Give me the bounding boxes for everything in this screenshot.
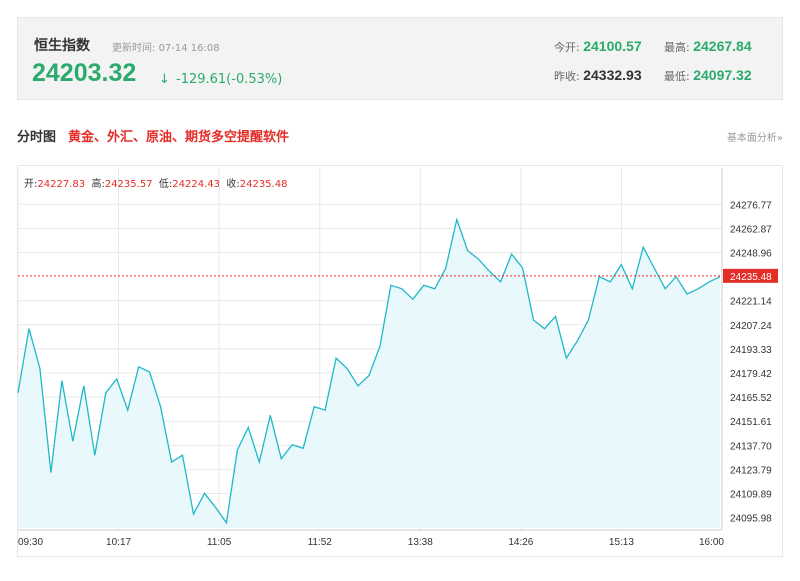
update-time-value: 07-14 16:08 (158, 43, 220, 54)
y-tick-label: 24179.42 (730, 369, 772, 380)
y-tick-label: 24109.89 (730, 490, 772, 501)
x-tick-label: 11:05 (207, 537, 232, 548)
update-time: 更新时间: 07-14 16:08 (112, 39, 220, 54)
high-label: 最高: (664, 41, 690, 54)
prev-close-value: 24332.93 (583, 67, 642, 83)
ohlc-readout: 开:24227.83 高:24235.57 低:24224.43 收:24235… (24, 175, 287, 190)
x-tick-label: 09:30 (18, 537, 43, 548)
ohlc-low-label: 低: (158, 179, 173, 190)
ohlc-high-label: 高: (91, 179, 105, 190)
ad-link[interactable]: 黄金、外汇、原油、期货多空提醒软件 (68, 130, 290, 145)
low-value: 24097.32 (693, 67, 752, 83)
ohlc-open-value: 24227.83 (37, 179, 86, 190)
x-tick-label: 14:26 (508, 537, 533, 548)
update-time-label: 更新时间: (112, 43, 156, 54)
y-tick-label: 24207.24 (730, 321, 772, 332)
x-tick-label: 13:38 (408, 537, 433, 548)
price-change: -129.61(-0.53%) (176, 72, 283, 87)
ohlc-open-label: 开: (24, 179, 38, 190)
y-tick-label: 24165.52 (730, 393, 772, 404)
y-tick-label: 24221.14 (730, 297, 772, 308)
down-arrow-icon: ↓ (159, 72, 170, 87)
ohlc-close-label: 收: (226, 179, 240, 190)
prev-close-label: 昨收: (554, 70, 580, 83)
y-tick-label: 24262.87 (730, 224, 772, 235)
open-label: 今开: (554, 41, 580, 54)
ohlc-low-value: 24224.43 (172, 179, 220, 190)
y-tick-label: 24137.70 (730, 441, 772, 452)
x-tick-label: 15:13 (609, 537, 634, 548)
y-tick-label: 24235.48 (730, 272, 772, 283)
x-tick-label: 11:52 (308, 537, 333, 548)
y-tick-label: 24193.33 (730, 345, 772, 356)
ohlc-high-value: 24235.57 (104, 179, 153, 190)
prev-close-stat: 昨收: 24332.93 (554, 67, 642, 84)
series-area (18, 219, 720, 528)
ohlc-close-value: 24235.48 (239, 179, 288, 190)
quote-panel: 恒生指数 更新时间: 07-14 16:08 24203.32 ↓ -129.6… (17, 17, 783, 100)
current-price-tag (723, 268, 778, 283)
high-value: 24267.84 (693, 38, 752, 54)
low-stat: 最低: 24097.32 (664, 67, 752, 84)
series-line (17, 217, 721, 525)
open-stat: 今开: 24100.57 (554, 38, 642, 55)
fundamental-analysis-link[interactable]: 基本面分析» (726, 133, 783, 144)
index-name: 恒生指数 (34, 38, 90, 54)
y-tick-label: 24095.98 (730, 514, 772, 525)
low-label: 最低: (664, 70, 690, 83)
x-tick-label: 16:00 (699, 537, 724, 548)
y-tick-label: 24151.61 (730, 417, 772, 428)
current-price: 24203.32 (32, 59, 137, 87)
y-tick-label: 24248.96 (730, 248, 772, 259)
section-title: 分时图 (17, 130, 57, 145)
y-tick-label: 24276.77 (730, 200, 772, 211)
open-value: 24100.57 (583, 38, 642, 54)
high-stat: 最高: 24267.84 (664, 38, 752, 55)
y-tick-label: 24123.79 (730, 465, 772, 476)
x-tick-label: 10:17 (106, 537, 131, 548)
